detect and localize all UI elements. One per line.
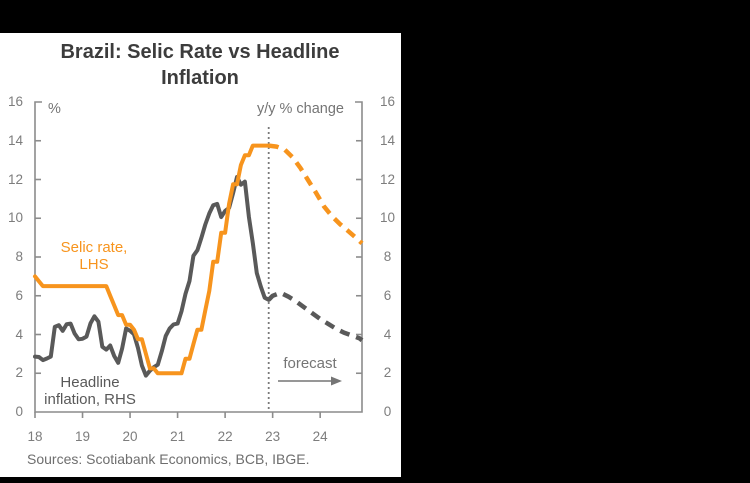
inflation-series-label: Headline inflation, RHS xyxy=(44,374,136,408)
right-axis-tick-label: 4 xyxy=(383,326,392,342)
right-axis-tick-label: 8 xyxy=(383,249,392,264)
left-axis-tick-label: 14 xyxy=(7,132,23,148)
selic-series-label: Selic rate, LHS xyxy=(60,239,128,273)
left-axis-tick-label: 12 xyxy=(7,171,23,187)
forecast-label: forecast xyxy=(283,355,337,372)
right-axis-tick-label: 10 xyxy=(379,210,396,226)
right-axis-tick-label: 0 xyxy=(383,404,392,419)
chart-title: Brazil: Selic Rate vs Headline Inflation xyxy=(60,41,340,89)
series-line-selic-forecast xyxy=(268,143,364,246)
left-axis-tick-label: 4 xyxy=(15,326,23,342)
chart-card: Brazil: Selic Rate vs Headline Inflation… xyxy=(0,33,401,477)
axis-frame xyxy=(34,101,363,413)
left-axis-tick-label: 0 xyxy=(15,404,23,419)
sources-text: Sources: Scotiabank Economics, BCB, IBGE… xyxy=(27,451,310,467)
x-axis-tick-label: 21 xyxy=(170,429,186,444)
x-axis-tick-label: 18 xyxy=(27,429,43,444)
x-axis-tick-label: 23 xyxy=(265,429,281,444)
x-axis-tick-label: 20 xyxy=(122,429,138,444)
x-axis-tick-label: 19 xyxy=(75,429,91,444)
right-axis-tick-label: 12 xyxy=(379,171,396,187)
left-axis-tick-label: 6 xyxy=(15,287,23,303)
right-axis-unit-label: y/y % change xyxy=(256,101,344,117)
plot-area xyxy=(33,101,364,418)
x-axis-tick-label: 24 xyxy=(312,429,328,444)
x-axis-tick-label: 22 xyxy=(217,429,233,444)
left-axis-tick-label: 2 xyxy=(15,365,23,381)
right-axis-tick-label: 2 xyxy=(383,365,392,381)
series-line-selic xyxy=(33,143,271,376)
right-axis-tick-label: 14 xyxy=(379,132,396,148)
left-axis-tick-label: 16 xyxy=(7,94,23,109)
series-line-inflation-forecast xyxy=(267,290,364,343)
right-axis-tick-label: 6 xyxy=(383,287,392,303)
left-axis-tick-label: 8 xyxy=(15,249,23,264)
left-axis-tick-label: 10 xyxy=(7,210,23,226)
right-axis-tick-label: 16 xyxy=(379,94,396,109)
forecast-arrowhead-icon xyxy=(331,376,342,386)
left-axis-unit-label: % xyxy=(48,101,61,117)
series-line-inflation xyxy=(33,175,271,378)
